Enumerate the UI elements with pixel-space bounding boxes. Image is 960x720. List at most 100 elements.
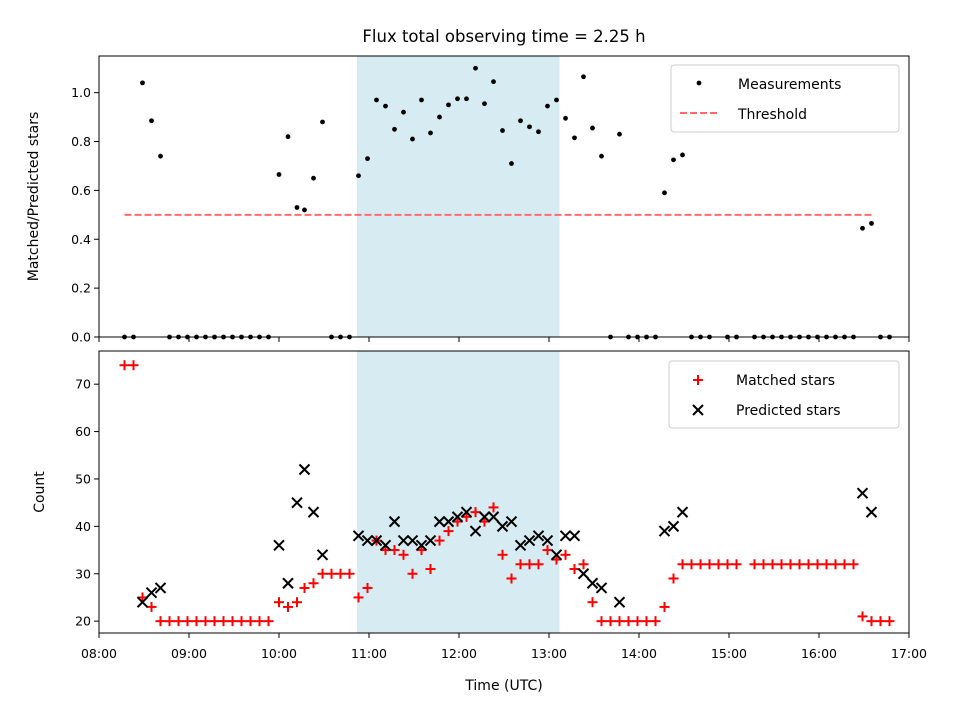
cross-stroke-b — [658, 525, 671, 537]
matched-star-point — [292, 597, 302, 608]
matched-star-point — [803, 559, 814, 570]
matched-star-point — [875, 616, 886, 627]
measurement-point — [473, 65, 478, 71]
matched-star-point — [857, 611, 868, 622]
y-tick-label-bottom: 40 — [75, 519, 91, 534]
measurement-point — [140, 80, 145, 86]
y-axis-label-top: Matched/Predicted stars — [26, 112, 42, 282]
measurement-point — [383, 103, 388, 109]
cross-stroke-b — [273, 539, 285, 552]
matched-star-point — [812, 559, 823, 570]
cross-stroke-b — [568, 530, 581, 542]
y-axis-ticks-top: 0.0 0.2 0.4 0.6 0.8 1.0 — [71, 85, 99, 345]
cross-stroke-b — [550, 549, 563, 561]
predicted-star-point — [586, 577, 599, 589]
matched-star-point — [488, 502, 499, 513]
matched-star-point — [713, 559, 724, 570]
matched-star-point — [443, 526, 454, 537]
measurement-point — [294, 205, 300, 210]
matched-star-point — [497, 549, 508, 560]
predicted-stars-points — [136, 463, 878, 608]
cross-stroke-b — [559, 530, 572, 542]
legend-top: Measurements Threshold — [670, 64, 900, 133]
legend-matched-marker — [693, 375, 703, 385]
cross-stroke-b — [433, 515, 446, 528]
matched-star-point — [254, 616, 265, 627]
matched-star-point — [758, 559, 769, 570]
cross-stroke-b — [415, 539, 428, 552]
cross-stroke-b — [307, 506, 320, 518]
measurement-point — [320, 119, 325, 125]
cross-stroke-b — [523, 534, 536, 547]
measurement-point — [446, 102, 451, 108]
cross-stroke-b — [282, 577, 294, 589]
matched-star-point — [200, 616, 211, 627]
predicted-star-point — [658, 525, 671, 537]
predicted-star-point — [514, 539, 527, 552]
matched-star-point — [614, 616, 625, 627]
matched-star-point — [155, 616, 166, 627]
cross-stroke-b — [613, 596, 626, 608]
cross-stroke-b — [676, 506, 689, 518]
cross-stroke-b — [478, 511, 491, 523]
x-tick-label: 10:00 — [261, 646, 297, 661]
matched-star-point — [605, 616, 616, 627]
matched-star-point — [533, 559, 544, 570]
matched-star-point — [578, 559, 589, 570]
measurement-point — [437, 114, 442, 120]
predicted-star-point — [424, 534, 437, 547]
predicted-star-point — [532, 530, 545, 542]
matched-star-point — [569, 564, 580, 575]
predicted-star-point — [676, 506, 689, 518]
cross-stroke-b — [379, 539, 392, 552]
matched-star-point — [668, 573, 679, 584]
matched-star-point — [542, 545, 553, 556]
matched-star-point — [830, 559, 841, 570]
top-plot-frame — [98, 55, 910, 338]
matched-star-point — [182, 616, 193, 627]
matched-star-point — [641, 616, 652, 627]
matched-star-point — [515, 559, 526, 570]
measurement-point — [419, 97, 424, 103]
matched-star-point — [209, 616, 220, 627]
matched-star-point — [866, 616, 877, 627]
measurement-point — [365, 156, 370, 162]
legend-predicted-label: Predicted stars — [736, 403, 841, 419]
predicted-star-point — [433, 515, 446, 528]
predicted-star-point — [478, 511, 491, 523]
matched-star-point — [245, 616, 256, 627]
matched-star-point — [686, 559, 697, 570]
predicted-star-point — [397, 534, 410, 547]
measurement-point — [545, 103, 550, 109]
legend-plus-glyph — [693, 375, 703, 385]
matched-star-point — [560, 549, 571, 560]
cross-stroke-b — [856, 487, 869, 499]
cross-stroke-b — [577, 568, 590, 580]
matched-star-point — [677, 559, 688, 570]
measurement-point — [482, 101, 487, 107]
bottom-plot-frame — [98, 350, 910, 634]
bottom-panel: 20 30 40 50 60 70 08:00 09:00 10:00 11:00 12:00 13… — [32, 350, 927, 694]
measurement-point — [392, 126, 397, 132]
predicted-star-point — [316, 549, 329, 561]
measurement-point — [590, 125, 595, 131]
x-axis-label: Time (UTC) — [464, 678, 542, 694]
y-axis-ticks-bottom: 20 30 40 50 60 70 — [75, 377, 99, 629]
cross-stroke-b — [595, 582, 608, 594]
matched-star-point — [596, 616, 607, 627]
matched-star-point — [128, 360, 139, 371]
matched-star-point — [434, 535, 445, 546]
measurement-point — [680, 152, 685, 158]
y-tick-label-bottom: 20 — [75, 614, 91, 629]
cross-stroke-b — [298, 463, 311, 476]
matched-star-point — [848, 559, 859, 570]
cross-stroke-b — [532, 530, 545, 542]
predicted-star-point — [282, 577, 294, 589]
x-tick-label: 12:00 — [441, 646, 477, 661]
matched-star-point — [263, 616, 274, 627]
measurement-point — [410, 136, 415, 142]
measurement-point — [563, 115, 568, 121]
cross-stroke-b — [469, 525, 482, 537]
matched-star-point — [821, 559, 832, 570]
